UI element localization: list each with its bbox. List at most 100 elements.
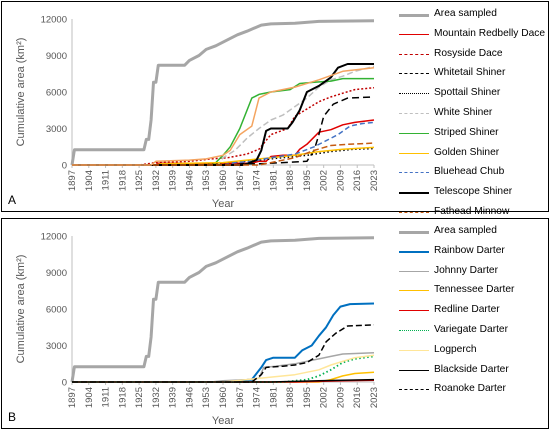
x-tick-label: 2009 <box>335 387 346 408</box>
x-tick-label: 1904 <box>84 387 95 408</box>
legend-item: Golden Shiner <box>397 144 547 164</box>
x-tick-label: 2002 <box>319 170 330 191</box>
x-tick-label: 1960 <box>218 387 229 408</box>
series-line-fathead-minnow <box>72 142 375 166</box>
legend-swatch <box>399 270 429 272</box>
x-tick-label: 1981 <box>268 387 279 408</box>
y-tick-label: 9000 <box>46 51 67 62</box>
legend-swatch <box>399 132 429 134</box>
x-tick-label: 2023 <box>369 170 380 191</box>
x-tick-label: 1981 <box>268 170 279 191</box>
legend-label: Redline Darter <box>434 304 500 316</box>
legend-item: Mountain Redbelly Dace <box>397 25 547 45</box>
legend-swatch <box>399 53 429 55</box>
legend-item: Rainbow Darter <box>397 242 547 262</box>
y-tick-label: 6000 <box>46 88 67 99</box>
legend-swatch <box>399 349 429 351</box>
x-tick-label: 1995 <box>302 170 313 191</box>
y-axis-title: Cumulative area (km²) <box>15 255 27 364</box>
legend-swatch <box>399 329 429 331</box>
legend-swatch <box>399 250 429 253</box>
legend-item: Fathead Minnow <box>397 203 547 223</box>
x-tick-label: 1925 <box>134 170 145 191</box>
x-tick-label: 1897 <box>67 387 78 408</box>
panel-label-a: A <box>8 193 17 207</box>
legend-a: Area sampled Mountain Redbelly Dace Rosysi… <box>397 5 547 243</box>
legend-item: Area sampled <box>397 222 547 242</box>
legend-item: Variegate Darter <box>397 321 547 341</box>
x-tick-label: 1967 <box>235 170 246 191</box>
y-tick-label: 9000 <box>46 268 67 279</box>
legend-label: Area sampled <box>434 225 497 236</box>
legend-label: Tennessee Darter <box>434 284 515 296</box>
y-tick-label: 0 <box>62 161 67 172</box>
series-line-telescope-shiner <box>72 63 374 166</box>
x-tick-label: 1995 <box>302 387 313 408</box>
series-line-white-shiner <box>72 65 375 166</box>
legend-swatch <box>399 93 429 95</box>
x-tick-label: 1897 <box>67 170 78 191</box>
legend-item: Bluehead Chub <box>397 163 547 183</box>
x-tick-label: 2023 <box>369 387 380 408</box>
x-axis-title: Year <box>212 415 235 427</box>
x-tick-label: 1988 <box>285 387 296 408</box>
legend-label: Roanoke Darter <box>434 383 506 395</box>
legend-label: Spottail Shiner <box>434 87 501 99</box>
legend-item: Johnny Darter <box>397 262 547 282</box>
chart-b-svg: 0 3000 6000 9000 12000 1897 1904 1911 1918 1925 19… <box>15 232 380 428</box>
y-axis-title: Cumulative area (km²) <box>15 38 27 147</box>
legend-swatch <box>399 33 429 35</box>
x-tick-label: 1925 <box>134 387 145 408</box>
series-line-variegate-darter <box>72 355 375 383</box>
x-tick-label: 1960 <box>218 170 229 191</box>
legend-swatch <box>399 112 429 114</box>
legend-label: Rosyside Dace <box>434 47 503 59</box>
series-line-logperch <box>72 354 375 383</box>
series-line-bluehead-chub <box>72 121 375 166</box>
legend-label: White Shiner <box>434 106 493 118</box>
legend-item: Rosyside Dace <box>397 45 547 65</box>
legend-item: Striped Shiner <box>397 124 547 144</box>
legend-label: Area sampled <box>434 8 497 19</box>
legend-swatch <box>399 389 429 391</box>
legend-label: Golden Shiner <box>434 146 500 158</box>
legend-item: Tennessee Darter <box>397 281 547 301</box>
legend-label: Johnny Darter <box>434 264 498 276</box>
x-tick-label: 1911 <box>101 387 112 407</box>
x-tick-label: 1932 <box>151 170 162 191</box>
legend-swatch <box>399 192 429 195</box>
y-tick-label: 3000 <box>46 124 67 135</box>
x-tick-label: 1939 <box>168 170 179 191</box>
series-line-area-sampled <box>70 19 375 166</box>
x-tick-label: 1911 <box>101 170 112 190</box>
x-tick-label: 1953 <box>201 387 212 408</box>
series-line-longnose-dace <box>72 66 375 166</box>
legend-item: Roanoke Darter <box>397 380 547 400</box>
y-tick-label: 0 <box>62 378 67 389</box>
legend-swatch <box>399 14 429 17</box>
legend-swatch <box>399 310 429 312</box>
legend-label: Logperch <box>434 343 477 355</box>
legend-b: Area sampled Rainbow Darter Johnny Darter T… <box>397 222 547 400</box>
legend-item: White Shiner <box>397 104 547 124</box>
legend-label: Telescope Shiner <box>434 186 513 198</box>
legend-label: Mountain Redbelly Dace <box>434 27 545 39</box>
legend-swatch <box>399 152 429 154</box>
x-tick-label: 1939 <box>168 387 179 408</box>
legend-item: Redline Darter <box>397 301 547 321</box>
x-tick-label: 2009 <box>335 170 346 191</box>
series-line-rainbow-darter <box>72 302 375 383</box>
x-tick-label: 1946 <box>184 170 195 191</box>
legend-swatch <box>399 172 429 174</box>
legend-label: Rainbow Darter <box>434 244 505 256</box>
series-line-rosyside-dace <box>72 86 375 166</box>
legend-item: Whitetail Shiner <box>397 64 547 84</box>
legend-label: Whitetail Shiner <box>434 67 506 79</box>
series-line-roanoke-darter <box>72 324 375 383</box>
legend-item: Blackside Darter <box>397 361 547 381</box>
x-tick-label: 1988 <box>285 170 296 191</box>
y-tick-label: 12000 <box>41 232 67 243</box>
legend-swatch <box>399 290 429 292</box>
legend-item: Spottail Shiner <box>397 84 547 104</box>
x-tick-label: 1946 <box>184 387 195 408</box>
